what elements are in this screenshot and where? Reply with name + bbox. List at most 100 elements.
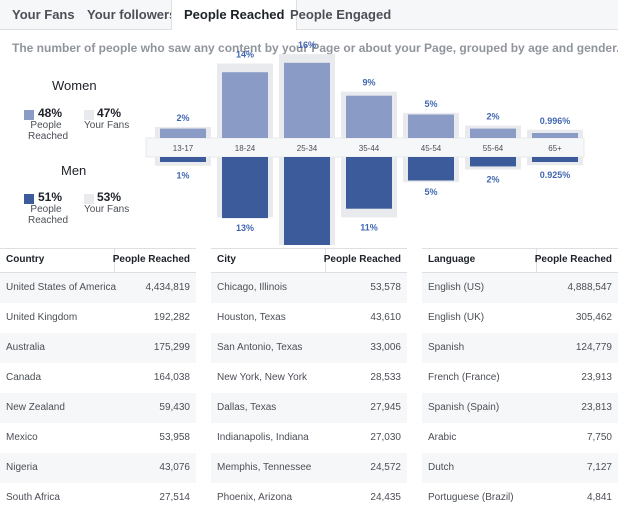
column-header-name: Language (428, 254, 476, 265)
row-label: Canada (6, 372, 42, 383)
table-country: Country People Reached United States of Am… (0, 248, 196, 513)
row-label: Nigeria (6, 462, 38, 473)
column-header-name: City (217, 254, 236, 265)
row-label: English (UK) (428, 312, 485, 323)
row-label: Arabic (428, 432, 457, 443)
row-value: 164,038 (153, 372, 190, 383)
men-reached-bar (470, 157, 516, 167)
table-row: Phoenix, Arizona 24,435 (211, 483, 407, 513)
age-gender-chart: 13-172%1%18-2414%13%25-3416%19%35-449%11… (145, 40, 585, 245)
row-value: 59,430 (159, 402, 190, 413)
table-row: Dallas, Texas 27,945 (211, 393, 407, 423)
table-row: New Zealand 59,430 (0, 393, 196, 423)
row-value: 43,610 (370, 312, 401, 323)
row-value: 28,533 (370, 372, 401, 383)
women-data-label: 9% (362, 78, 375, 88)
insights-tab-bar: Your Fans Your followers People Reached … (0, 0, 618, 30)
row-value: 53,578 (370, 282, 401, 293)
row-label: New York, New York (217, 372, 308, 383)
men-reached-bar (346, 157, 392, 209)
table-row: United Kingdom 192,282 (0, 303, 196, 333)
table-row: English (US) 4,888,547 (422, 273, 618, 303)
column-header-metric[interactable]: People Reached (534, 254, 612, 265)
women-data-label: 2% (176, 113, 189, 123)
row-label: San Antonio, Texas (217, 342, 303, 353)
women-data-label: 14% (236, 50, 254, 60)
table-row: Houston, Texas 43,610 (211, 303, 407, 333)
men-fans-swatch (84, 194, 94, 204)
row-value: 305,462 (575, 312, 612, 323)
age-tick-label: 35-44 (359, 144, 380, 153)
column-header-name: Country (6, 254, 45, 265)
tab-people-engaged[interactable]: People Engaged (290, 7, 392, 22)
row-label: Memphis, Tennessee (217, 462, 312, 473)
table-row: Dutch 7,127 (422, 453, 618, 483)
women-data-label: 2% (486, 112, 499, 122)
men-data-label: 2% (486, 174, 499, 184)
women-data-label: 0.996% (540, 116, 571, 126)
men-fans-caption: Your Fans (84, 204, 130, 215)
row-label: English (US) (428, 282, 485, 293)
row-value: 175,299 (153, 342, 190, 353)
row-value: 124,779 (575, 342, 612, 353)
column-header-metric[interactable]: People Reached (323, 254, 401, 265)
row-value: 7,750 (586, 432, 612, 443)
header-divider (536, 249, 537, 272)
row-label: Mexico (6, 432, 38, 443)
table-row: Memphis, Tennessee 24,572 (211, 453, 407, 483)
men-reached-bar (160, 157, 206, 162)
row-value: 24,435 (370, 492, 401, 503)
men-reached-bar (408, 157, 454, 181)
women-data-label: 5% (424, 99, 437, 109)
women-reached-caption: People Reached (28, 120, 69, 142)
row-value: 33,006 (370, 342, 401, 353)
women-reached-bar (532, 133, 578, 138)
women-reached-bar (408, 114, 454, 138)
table-row: South Africa 27,514 (0, 483, 196, 513)
age-tick-label: 25-34 (297, 144, 318, 153)
table-row: United States of America 4,434,819 (0, 273, 196, 303)
table-row: San Antonio, Texas 33,006 (211, 333, 407, 363)
women-reached-bar (470, 128, 516, 138)
women-fans-pct: 47% (97, 106, 122, 120)
row-label: United States of America (6, 282, 117, 293)
women-reached-pct: 48% (38, 106, 63, 120)
tab-your-fans[interactable]: Your Fans (12, 7, 75, 22)
table-header: Language People Reached (422, 248, 618, 273)
men-reached-pct: 51% (38, 190, 63, 204)
row-label: Chicago, Illinois (217, 282, 288, 293)
table-row: Spanish (Spain) 23,813 (422, 393, 618, 423)
men-data-label: 0.925% (540, 170, 571, 180)
men-reached-bar (222, 157, 268, 219)
women-reached-bar (160, 128, 206, 138)
row-value: 43,076 (159, 462, 190, 473)
women-reached-bar (222, 72, 268, 138)
row-label: New Zealand (6, 402, 65, 413)
row-value: 4,434,819 (145, 282, 191, 293)
table-row: English (UK) 305,462 (422, 303, 618, 333)
row-value: 53,958 (159, 432, 190, 443)
table-row: Chicago, Illinois 53,578 (211, 273, 407, 303)
tab-your-followers[interactable]: Your followers (87, 7, 177, 22)
table-row: Mexico 53,958 (0, 423, 196, 453)
row-value: 24,572 (370, 462, 401, 473)
table-row: New York, New York 28,533 (211, 363, 407, 393)
age-tick-label: 55-64 (483, 144, 504, 153)
row-value: 7,127 (586, 462, 612, 473)
women-reached-bar (346, 95, 392, 138)
row-label: Spanish (Spain) (428, 402, 500, 413)
column-header-metric[interactable]: People Reached (112, 254, 190, 265)
row-value: 4,841 (586, 492, 612, 503)
table-language: Language People Reached English (US) 4,888,… (422, 248, 618, 513)
chart-description: The number of people who saw any content… (12, 41, 618, 55)
row-label: Houston, Texas (217, 312, 286, 323)
table-row: Australia 175,299 (0, 333, 196, 363)
men-data-label: 11% (360, 222, 378, 232)
row-label: Dallas, Texas (217, 402, 277, 413)
age-tick-label: 45-54 (421, 144, 442, 153)
tab-people-reached[interactable]: People Reached (171, 0, 298, 30)
row-label: Dutch (428, 462, 455, 473)
table-city: City People Reached Chicago, Illinois 53,57… (211, 248, 407, 513)
table-header: City People Reached (211, 248, 407, 273)
table-row: Nigeria 43,076 (0, 453, 196, 483)
